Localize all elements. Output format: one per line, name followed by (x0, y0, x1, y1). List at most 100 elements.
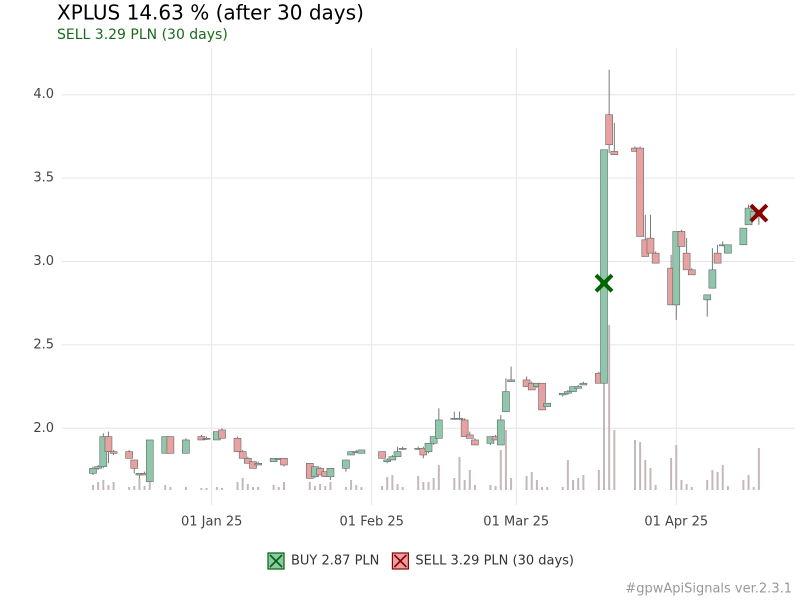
volume-bar (381, 486, 384, 490)
volume-bar (597, 470, 600, 490)
volume-bar (344, 487, 347, 490)
volume-bar (582, 475, 585, 490)
volume-bar (706, 480, 709, 490)
candle-body (326, 468, 335, 477)
candle-body (558, 392, 567, 396)
legend-label: SELL 3.29 PLN (30 days) (415, 554, 574, 569)
volume-bar (422, 482, 425, 490)
candle-body (682, 252, 691, 271)
candle-body (574, 386, 582, 389)
volume-bar (685, 484, 688, 490)
volume-bar (747, 475, 750, 490)
y-tick-label: 2.0 (33, 421, 54, 436)
candle-body (708, 269, 717, 289)
volume-bar (251, 487, 254, 490)
volume-bar (313, 486, 316, 490)
candle-body (672, 231, 681, 306)
marker-stroke (269, 554, 283, 568)
candle-body (109, 451, 118, 454)
volume-bar (355, 485, 358, 490)
y-tick-label: 4.0 (33, 87, 54, 102)
legend-item: BUY 2.87 PLN (267, 552, 379, 570)
volume-bar (726, 486, 729, 490)
volume-bar (566, 460, 569, 490)
volume-bar (133, 486, 136, 490)
volume-bar (494, 486, 497, 490)
volume-bar (721, 465, 724, 490)
candle-body (496, 419, 505, 446)
volume-bar (633, 440, 636, 490)
volume-bar (644, 460, 647, 490)
candle-body (347, 451, 355, 456)
candle-body (543, 402, 552, 407)
volume-bar (752, 487, 755, 490)
candle-body (651, 252, 660, 264)
volume-bar (97, 482, 100, 490)
volume-bar (613, 430, 616, 490)
candle-body (218, 429, 226, 439)
candle-body (233, 437, 242, 452)
candle-body (94, 466, 102, 469)
volume-bar (577, 478, 580, 490)
volume-bar (453, 478, 456, 490)
candle-body (202, 437, 211, 440)
volume-bar (608, 325, 611, 490)
volume-bar (530, 472, 533, 490)
volume-bar (102, 480, 105, 490)
volume-bar (458, 457, 461, 490)
candle-body (383, 459, 392, 462)
volume-bar (572, 480, 575, 490)
candle-body (703, 294, 712, 301)
x-tick-label: 01 Apr 25 (644, 515, 708, 530)
candle-body (507, 379, 515, 382)
candle-body (471, 439, 479, 446)
volume-bar (319, 484, 322, 490)
volume-bar (427, 482, 430, 490)
legend-item: SELL 3.29 PLN (30 days) (391, 552, 574, 570)
chart-title: XPLUS 14.63 % (after 30 days) (57, 1, 364, 25)
volume-bar (649, 468, 652, 490)
volume-bar (525, 476, 528, 490)
candle-body (244, 457, 252, 464)
candle-body (713, 252, 722, 264)
volume-bar (205, 488, 208, 490)
volume-bar (107, 485, 110, 490)
candle-body (388, 456, 397, 461)
candle-body (687, 269, 696, 276)
volume-bar (437, 465, 440, 490)
volume-bar (148, 482, 151, 490)
candle-body (269, 457, 278, 462)
volume-bar (654, 485, 657, 490)
volume-bar (680, 480, 683, 490)
volume-bar (546, 487, 549, 490)
volume-bar (541, 487, 544, 490)
candle-body (104, 436, 113, 452)
chart-subtitle: SELL 3.29 PLN (30 days) (57, 27, 228, 43)
candle-body (569, 386, 577, 392)
volume-bar (396, 484, 399, 490)
marker-stroke (393, 554, 407, 568)
x-tick-label: 01 Feb 25 (340, 515, 404, 530)
x-tick-label: 01 Mar 25 (483, 515, 549, 530)
volume-bar (112, 482, 115, 490)
legend-label: BUY 2.87 PLN (291, 554, 379, 569)
signal-marker (594, 273, 614, 293)
candle-body (254, 463, 262, 466)
volume-bar (272, 485, 275, 490)
candle-body (393, 451, 402, 457)
volume-bar (391, 475, 394, 490)
candle-body (435, 419, 443, 439)
volume-bar (386, 477, 389, 490)
candle-body (724, 244, 732, 254)
y-tick-label: 3.5 (33, 171, 54, 186)
volume-bar (236, 482, 239, 490)
candle-body (538, 382, 546, 411)
candle-body (739, 227, 748, 246)
volume-bar (164, 485, 167, 490)
volume-bar (350, 480, 353, 490)
candle-body (145, 439, 154, 482)
volume-bar (128, 487, 131, 490)
candle-body (610, 151, 619, 156)
candle-body (166, 436, 175, 454)
